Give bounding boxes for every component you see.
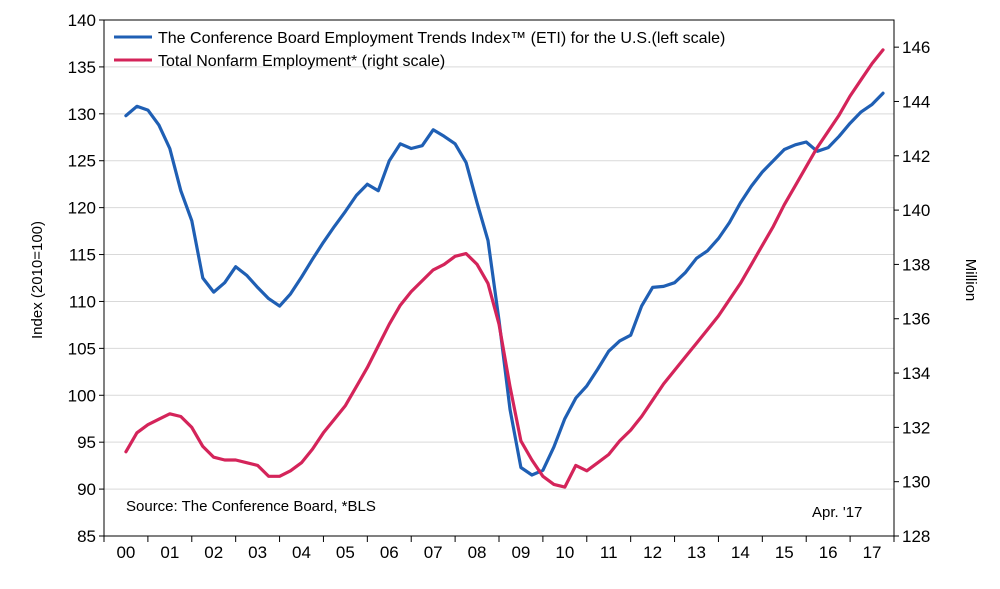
right-tick-label: 136 [902,310,930,329]
grid-layer [104,66,894,490]
right-tick-label: 140 [902,201,930,220]
x-tick-label: 01 [160,543,179,562]
left-tick-label: 95 [77,433,96,452]
left-tick-label: 140 [68,11,96,30]
left-tick-label: 105 [68,339,96,358]
left-tick-label: 125 [68,152,96,171]
right-axis-title: Million [962,259,979,302]
x-tick-label: 02 [204,543,223,562]
legend-nfp-label: Total Nonfarm Employment* (right scale) [158,53,445,70]
x-tick-label: 10 [555,543,574,562]
x-tick-label: 05 [336,543,355,562]
x-tick-label: 06 [380,543,399,562]
x-tick-label: 16 [819,543,838,562]
x-tick-label: 03 [248,543,267,562]
right-tick-label: 142 [902,147,930,166]
left-tick-label: 100 [68,386,96,405]
right-tick-label: 144 [902,92,930,111]
left-tick-label: 90 [77,480,96,499]
right-tick-label: 128 [902,527,930,546]
x-tick-label: 08 [468,543,487,562]
x-tick-label: 07 [424,543,443,562]
x-tick-label: 11 [600,543,618,562]
left-tick-label: 115 [69,246,96,265]
right-tick-label: 130 [902,473,930,492]
date-note: Apr. '17 [812,504,862,521]
nfp-series-line [124,48,885,489]
x-tick-label: 00 [116,543,135,562]
left-axis-title: Index (2010=100) [29,221,46,339]
left-tick-label: 110 [69,292,96,311]
right-tick-label: 138 [902,255,930,274]
left-tick-label: 135 [68,58,96,77]
source-note: Source: The Conference Board, *BLS [126,498,376,515]
eti-series-line [124,91,885,477]
x-tick-label: 04 [292,543,311,562]
legend-eti-label: The Conference Board Employment Trends I… [158,30,725,47]
series-layer [124,48,885,489]
left-tick-label: 120 [68,199,96,218]
right-tick-label: 132 [902,418,930,437]
x-tick-label: 13 [687,543,706,562]
x-tick-label: 12 [643,543,662,562]
x-tick-label: 09 [511,543,530,562]
left-tick-label: 130 [68,105,96,124]
legend: The Conference Board Employment Trends I… [114,30,725,70]
axis-layer: 8590951001051101151201251301351401281301… [68,11,931,562]
x-tick-label: 17 [863,543,882,562]
right-tick-label: 134 [902,364,930,383]
x-tick-label: 14 [731,543,750,562]
left-tick-label: 85 [77,527,96,546]
right-tick-label: 146 [902,38,930,57]
x-tick-label: 15 [775,543,794,562]
